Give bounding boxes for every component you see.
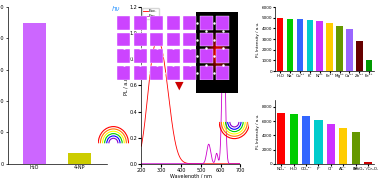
Y-axis label: PL Intensity / a.u.: PL Intensity / a.u. bbox=[256, 114, 260, 150]
Bar bbox=[183, 33, 196, 46]
Exc. bbox=[238, 163, 243, 165]
Em. bbox=[139, 163, 144, 165]
Exc. bbox=[198, 163, 203, 165]
Bar bbox=[200, 49, 213, 63]
Bar bbox=[356, 41, 363, 71]
Bar bbox=[150, 66, 163, 80]
Bar bbox=[216, 66, 229, 80]
Bar bbox=[117, 16, 130, 30]
Bar bbox=[167, 66, 180, 80]
Line: Exc.: Exc. bbox=[141, 40, 240, 164]
Bar bbox=[352, 132, 359, 164]
Bar bbox=[302, 116, 310, 164]
Bar bbox=[327, 124, 335, 164]
Em. bbox=[186, 163, 191, 165]
Exc. bbox=[186, 163, 191, 165]
Exc. bbox=[236, 163, 240, 165]
Exc. bbox=[220, 163, 225, 165]
Exc. bbox=[139, 145, 144, 147]
Bar bbox=[134, 49, 147, 63]
Bar bbox=[339, 128, 347, 164]
Bar bbox=[290, 114, 298, 164]
Bar bbox=[346, 30, 353, 71]
Bar bbox=[134, 33, 147, 46]
Bar bbox=[316, 21, 323, 71]
Bar bbox=[200, 33, 213, 46]
Em. bbox=[238, 163, 243, 165]
Em. bbox=[221, 19, 226, 21]
Bar bbox=[327, 23, 333, 71]
Em. bbox=[198, 163, 203, 165]
Line: Em.: Em. bbox=[141, 20, 240, 164]
Bar bbox=[167, 33, 180, 46]
Bar bbox=[117, 49, 130, 63]
Exc. bbox=[193, 163, 197, 165]
Bar bbox=[336, 26, 343, 71]
Bar bbox=[68, 153, 91, 164]
Bar bbox=[366, 60, 372, 71]
Bar bbox=[117, 66, 130, 80]
Bar bbox=[200, 16, 213, 30]
Bar bbox=[183, 49, 196, 63]
Bar bbox=[200, 66, 213, 80]
Bar bbox=[277, 113, 285, 164]
X-axis label: Wavelength / nm: Wavelength / nm bbox=[170, 174, 212, 178]
Bar bbox=[364, 162, 372, 164]
Bar bbox=[307, 20, 313, 71]
Text: ▼: ▼ bbox=[175, 80, 184, 90]
Exc. bbox=[187, 163, 192, 165]
Bar bbox=[134, 66, 147, 80]
Exc. bbox=[155, 39, 160, 41]
Bar bbox=[183, 66, 196, 80]
Y-axis label: PL Intensity / a.u.: PL Intensity / a.u. bbox=[256, 21, 260, 57]
Bar bbox=[314, 120, 322, 164]
Bar bbox=[277, 18, 283, 71]
Bar bbox=[167, 16, 180, 30]
Legend: Exc., Em.: Exc., Em. bbox=[142, 8, 159, 19]
Bar bbox=[297, 19, 303, 71]
Bar bbox=[216, 49, 229, 63]
Em. bbox=[187, 163, 191, 165]
Bar bbox=[150, 33, 163, 46]
Em. bbox=[193, 163, 197, 165]
Bar bbox=[167, 49, 180, 63]
Bar bbox=[216, 33, 229, 46]
Em. bbox=[236, 163, 240, 165]
Bar bbox=[183, 16, 196, 30]
Bar bbox=[134, 16, 147, 30]
Text: hν: hν bbox=[112, 6, 120, 12]
Em. bbox=[220, 46, 225, 48]
Bar bbox=[216, 16, 229, 30]
Y-axis label: PL / a.u.: PL / a.u. bbox=[123, 76, 128, 95]
Bar bbox=[117, 33, 130, 46]
Bar bbox=[23, 23, 46, 164]
Bar bbox=[287, 19, 293, 71]
Bar bbox=[150, 16, 163, 30]
Bar bbox=[150, 49, 163, 63]
